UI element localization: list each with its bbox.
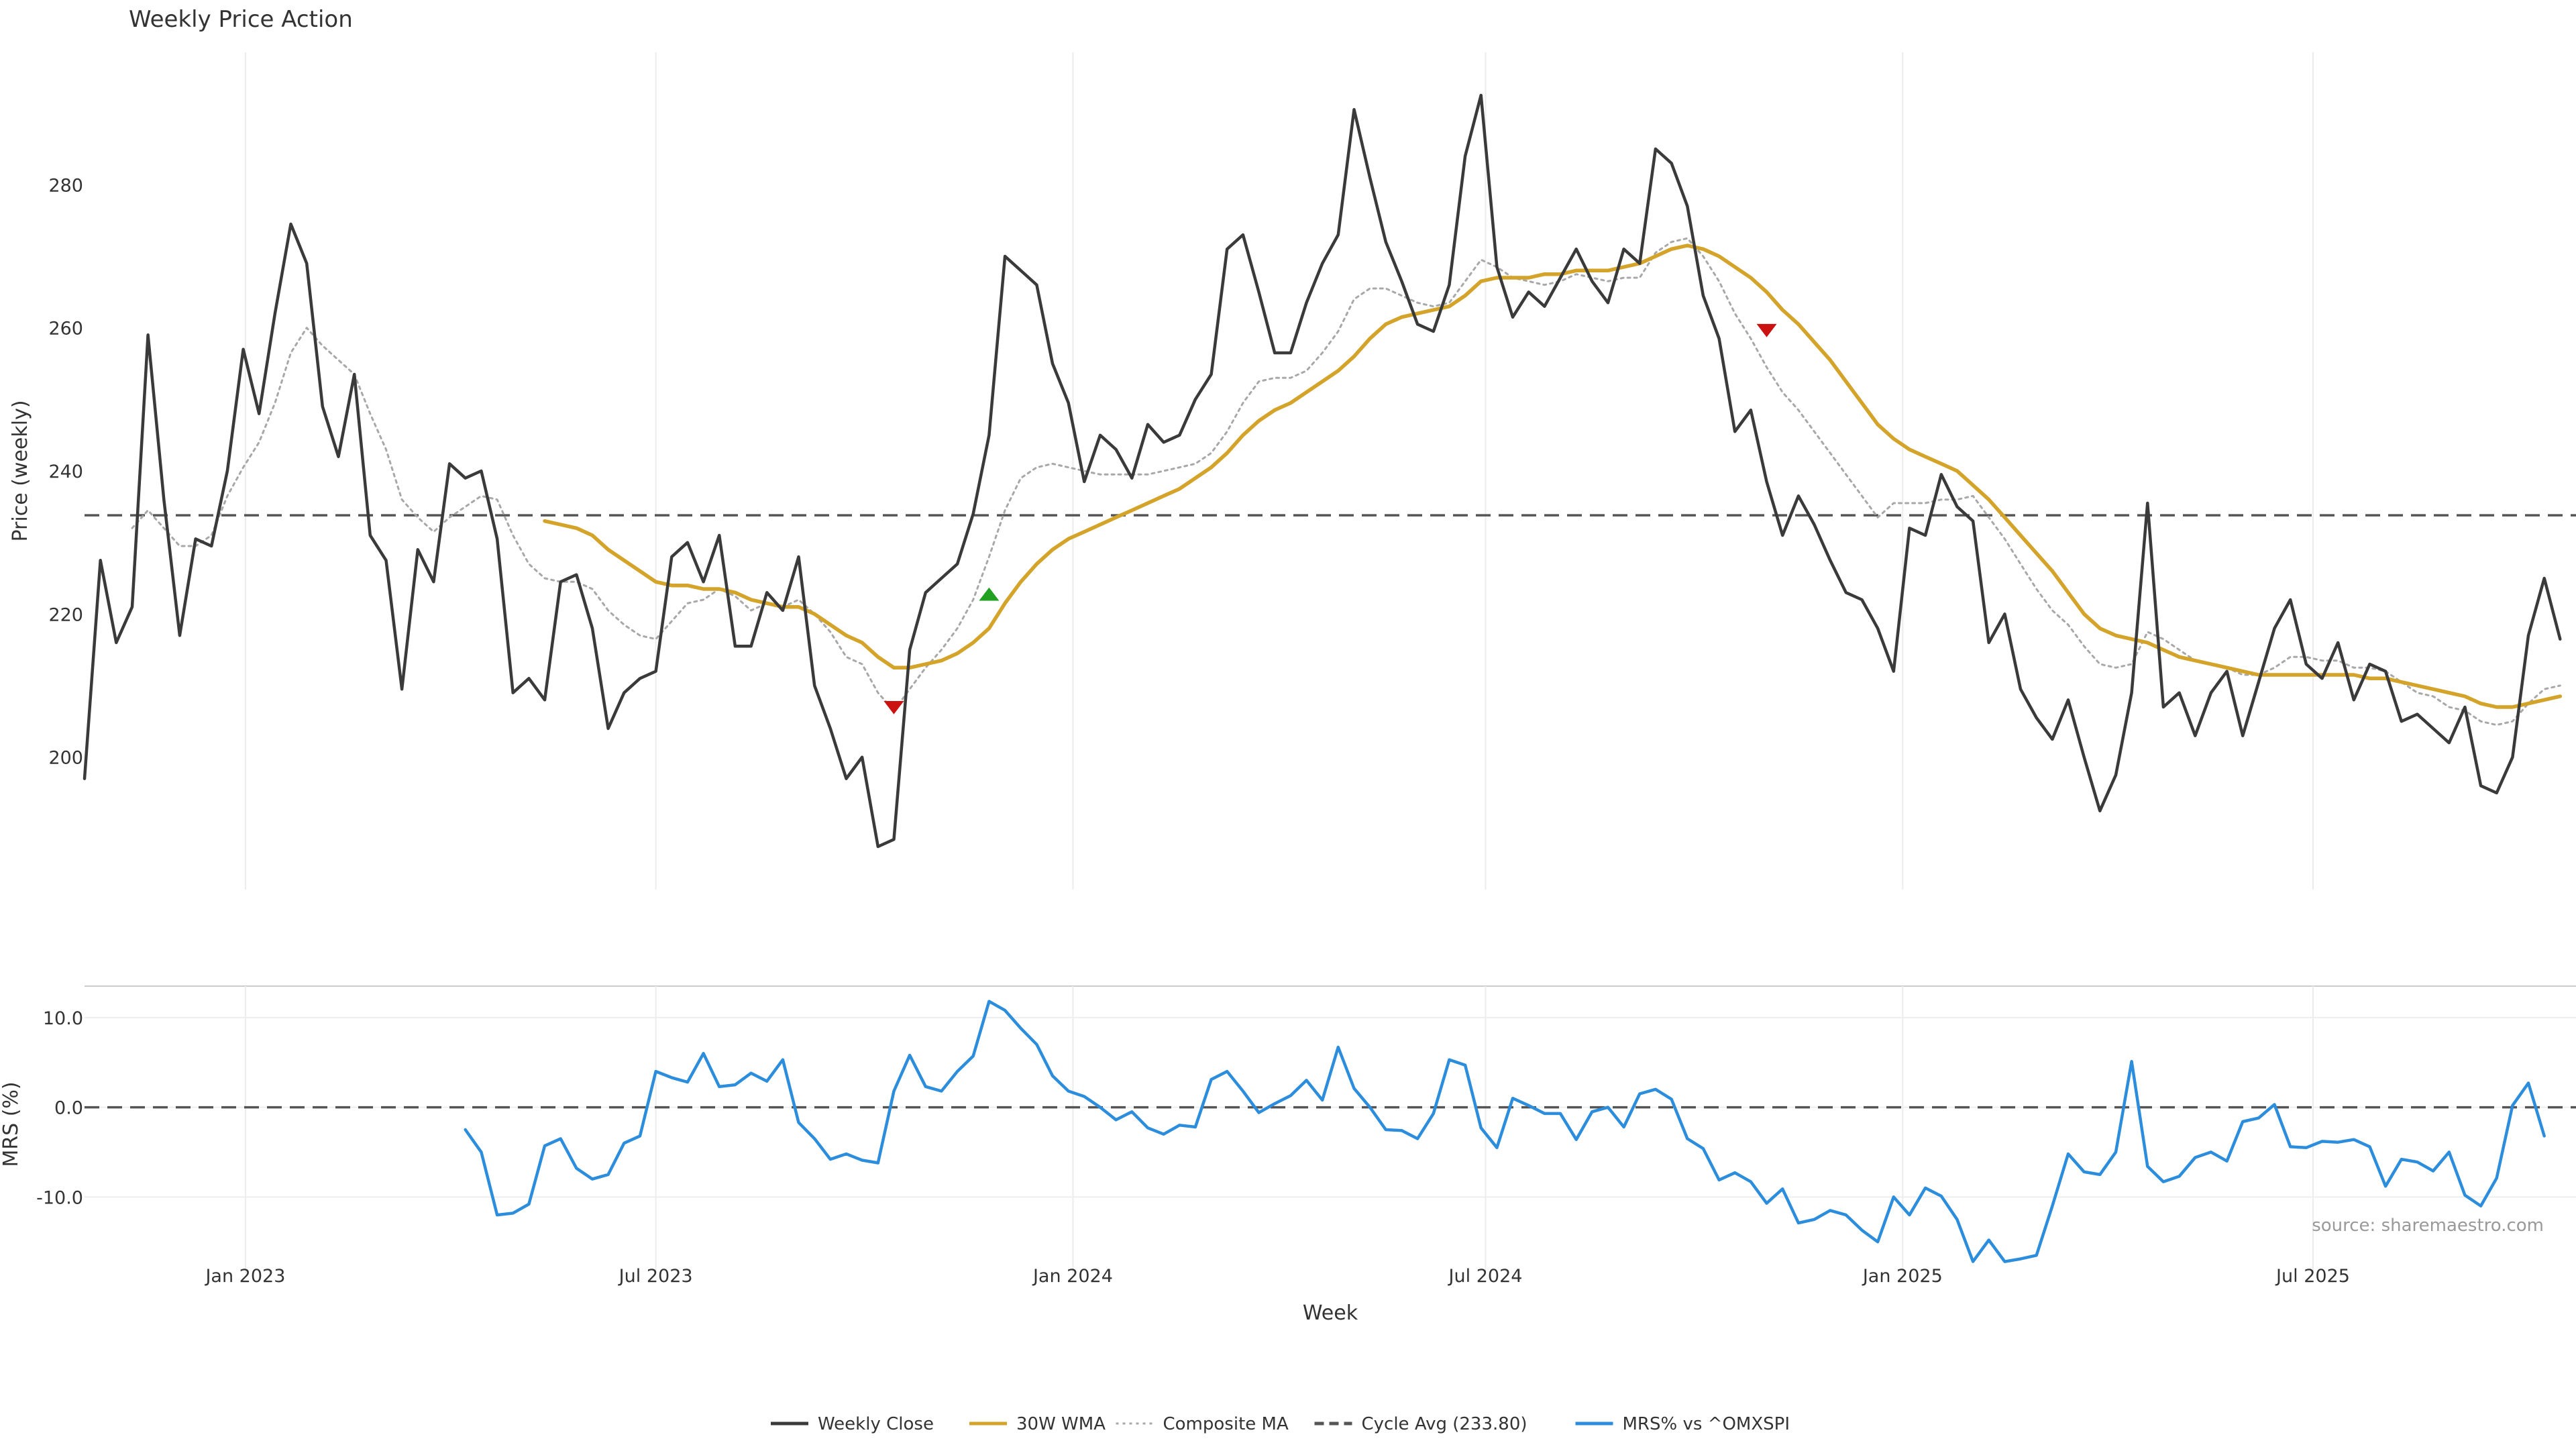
legend-item-label: Weekly Close <box>818 1414 934 1434</box>
source-annotation: source: sharemaestro.com <box>2312 1216 2544 1236</box>
sell-signal-marker <box>1756 323 1777 337</box>
legend-item-label: MRS% vs ^OMXSPI <box>1623 1414 1790 1434</box>
x-tick-label: Jan 2024 <box>1032 1266 1113 1287</box>
series-line-mrs-vs-omxspi <box>464 1000 2546 1263</box>
mrs-y-axis-label: MRS (%) <box>0 1081 23 1167</box>
buy-signal-marker <box>979 587 1000 601</box>
series-line-composite-ma <box>131 237 2561 727</box>
sell-signal-marker <box>883 701 904 714</box>
y-tick-label: 220 <box>48 604 83 625</box>
legend-item-label: 30W WMA <box>1016 1414 1106 1434</box>
y-tick-label: 10.0 <box>43 1008 83 1029</box>
y-tick-label: 240 <box>48 462 83 482</box>
y-tick-label: 280 <box>48 175 83 196</box>
x-tick-label: Jan 2025 <box>1862 1266 1943 1287</box>
y-tick-label: -10.0 <box>36 1187 83 1208</box>
price-panel: 200 220 240 260 280 <box>48 52 2576 890</box>
x-tick-label: Jul 2023 <box>618 1266 693 1287</box>
y-tick-label: 0.0 <box>54 1098 83 1119</box>
chart-legend: Weekly Close 30W WMA Composite MA Cycle Avg… <box>771 1414 1790 1434</box>
series-line-30w-wma <box>543 244 2563 709</box>
mrs-panel: 10.0 0.0 -10.0 Jan 2023 Jul 2023 Jan 2024 Jul … <box>36 985 2576 1287</box>
legend-item-label: Composite MA <box>1163 1414 1289 1434</box>
x-axis-label: Week <box>1303 1301 1358 1325</box>
chart-title: Weekly Price Action <box>129 6 353 33</box>
price-y-axis-label: Price (weekly) <box>9 400 32 541</box>
series-line-weekly-close <box>83 93 2562 849</box>
x-tick-label: Jan 2023 <box>204 1266 285 1287</box>
x-tick-label: Jul 2025 <box>2275 1266 2350 1287</box>
y-tick-label: 260 <box>48 319 83 339</box>
legend-item-label: Cycle Avg (233.80) <box>1362 1414 1527 1434</box>
x-tick-label: Jul 2024 <box>1448 1266 1523 1287</box>
y-tick-label: 200 <box>48 748 83 769</box>
